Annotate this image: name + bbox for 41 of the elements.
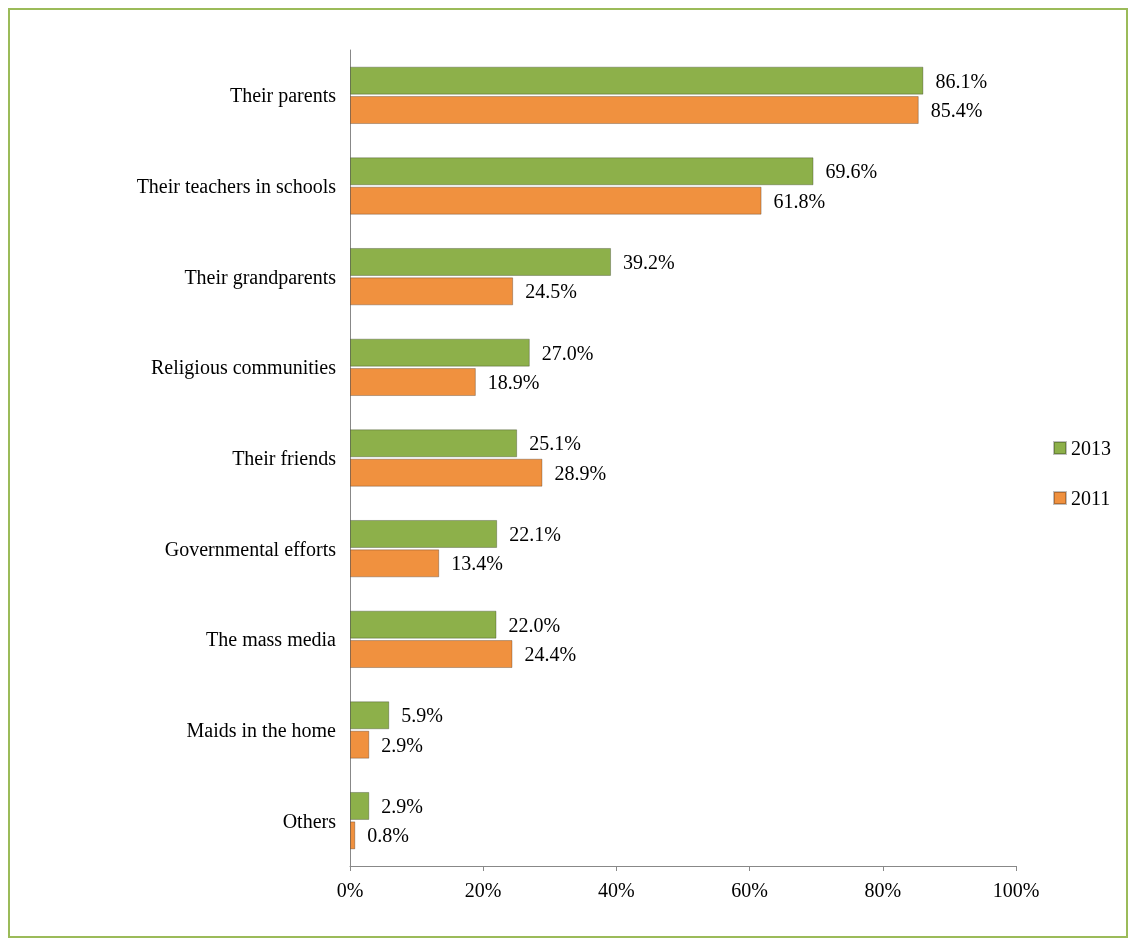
y-tick-label: The mass media xyxy=(206,628,337,651)
y-tick-label: Their friends xyxy=(232,447,337,469)
data-label: 2.9% xyxy=(381,733,423,756)
x-tick-label: 80% xyxy=(864,879,902,901)
bar xyxy=(350,429,518,458)
y-tick-label: Their parents xyxy=(229,84,337,108)
data-label: 24.4% xyxy=(524,643,577,666)
data-label: 24.5% xyxy=(525,280,577,303)
data-label: 2.9% xyxy=(381,794,423,817)
bar xyxy=(350,458,543,487)
x-tick-label: 60% xyxy=(731,879,768,901)
y-tick-label: Their teachers in schools xyxy=(136,175,337,197)
x-tick-label: 40% xyxy=(598,879,635,901)
x-tick-label: 100% xyxy=(992,879,1040,901)
x-tick-label: 20% xyxy=(464,879,502,901)
y-tick-label: Religious communities xyxy=(151,356,337,380)
data-label: 39.2% xyxy=(623,250,675,273)
data-label: 18.9% xyxy=(487,371,540,394)
data-label: 69.6% xyxy=(825,160,878,183)
y-tick-label: Their grandparents xyxy=(184,265,337,289)
y-tick-label: Governmental efforts xyxy=(164,537,337,560)
data-label: 13.4% xyxy=(451,552,503,575)
y-tick-label: Maids in the home xyxy=(186,719,337,741)
legend-label: 2013 xyxy=(1071,437,1111,459)
legend-label: 2011 xyxy=(1071,487,1111,509)
data-label: 22.1% xyxy=(509,522,561,545)
data-label: 22.0% xyxy=(508,613,561,636)
data-label: 86.1% xyxy=(935,69,988,92)
data-label: 27.0% xyxy=(541,341,594,364)
data-label: 28.9% xyxy=(554,461,607,484)
data-label: 5.9% xyxy=(401,704,443,727)
data-label: 85.4% xyxy=(930,99,983,122)
data-label: 25.1% xyxy=(529,432,581,455)
bar xyxy=(350,701,390,730)
bar xyxy=(350,186,762,215)
data-label: 0.8% xyxy=(367,824,409,847)
x-tick-label: 0% xyxy=(336,879,364,901)
y-tick-label: Others xyxy=(282,809,337,832)
bar xyxy=(350,157,814,186)
data-label: 61.8% xyxy=(773,189,826,212)
bar xyxy=(350,730,370,759)
